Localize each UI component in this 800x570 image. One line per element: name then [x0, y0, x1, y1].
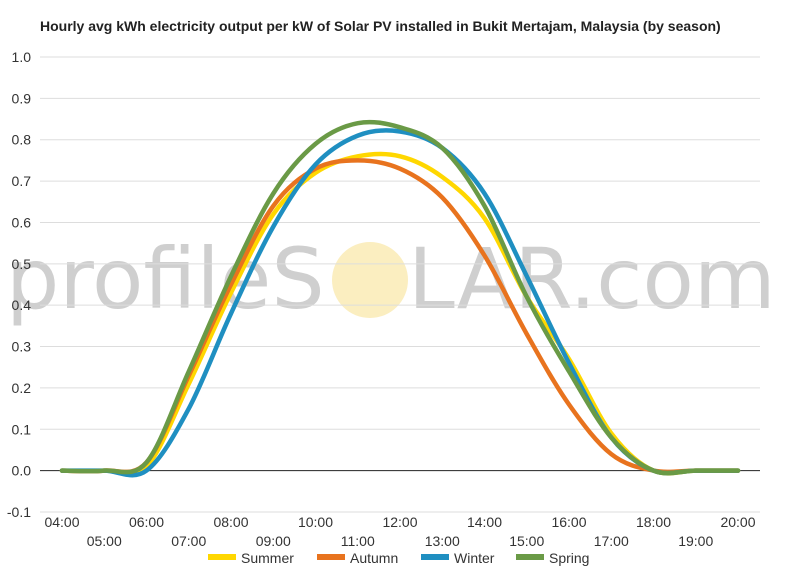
y-tick-label: 0.8: [12, 132, 32, 148]
series-line-spring: [59, 119, 741, 476]
sun-logo-icon: [332, 242, 408, 318]
x-tick-label: 07:00: [171, 533, 206, 549]
y-tick-label: -0.1: [7, 504, 31, 520]
y-tick-label: 0.9: [12, 90, 32, 106]
y-tick-label: 0.7: [12, 173, 32, 189]
y-tick-label: 1.0: [12, 49, 32, 65]
x-tick-label: 16:00: [551, 514, 586, 530]
series-line-summer: [59, 151, 741, 477]
x-tick-label: 17:00: [594, 533, 629, 549]
x-tick-label: 05:00: [87, 533, 122, 549]
x-tick-label: 06:00: [129, 514, 164, 530]
x-tick-label: 19:00: [678, 533, 713, 549]
x-tick-label: 20:00: [720, 514, 755, 530]
y-tick-label: 0.0: [12, 463, 32, 479]
x-tick-label: 08:00: [213, 514, 248, 530]
y-tick-label: 0.4: [12, 297, 32, 313]
legend-label-winter: Winter: [454, 550, 495, 566]
y-tick-label: 0.5: [12, 256, 32, 272]
y-tick-label: 0.3: [12, 339, 32, 355]
y-tick-label: 0.6: [12, 214, 32, 230]
y-tick-label: 0.2: [12, 380, 32, 396]
legend-label-spring: Spring: [549, 550, 589, 566]
series-lines: [59, 119, 741, 478]
x-tick-label: 13:00: [425, 533, 460, 549]
x-tick-label: 11:00: [341, 533, 375, 549]
watermark: profileS LAR.com: [6, 230, 776, 328]
x-tick-label: 04:00: [44, 514, 79, 530]
grid: [40, 56, 760, 513]
legend-swatch-spring: [516, 554, 544, 560]
chart-title: Hourly avg kWh electricity output per kW…: [40, 18, 721, 34]
watermark-text-left: profileS: [6, 230, 325, 328]
legend-label-summer: Summer: [241, 550, 294, 566]
legend-swatch-summer: [208, 554, 236, 560]
watermark-text-right: LAR.com: [408, 230, 776, 328]
x-tick-label: 14:00: [467, 514, 502, 530]
x-tick-label: 15:00: [509, 533, 544, 549]
legend-label-autumn: Autumn: [350, 550, 398, 566]
x-tick-labels: 04:00 05:00 06:00 07:00 08:00 09:00 10:00 11:00…: [44, 514, 755, 549]
legend-swatch-winter: [421, 554, 449, 560]
x-tick-label: 12:00: [382, 514, 417, 530]
y-tick-label: 0.1: [12, 421, 32, 437]
y-tick-labels: -0.1 0.0 0.1 0.2 0.3 0.4 0.5 0.6 0.7 0.8 0.9 1.0: [7, 49, 31, 520]
legend: Summer Autumn Winter Spring: [208, 550, 589, 566]
legend-swatch-autumn: [317, 554, 345, 560]
x-tick-label: 18:00: [636, 514, 671, 530]
x-tick-label: 09:00: [256, 533, 291, 549]
x-tick-label: 10:00: [298, 514, 333, 530]
